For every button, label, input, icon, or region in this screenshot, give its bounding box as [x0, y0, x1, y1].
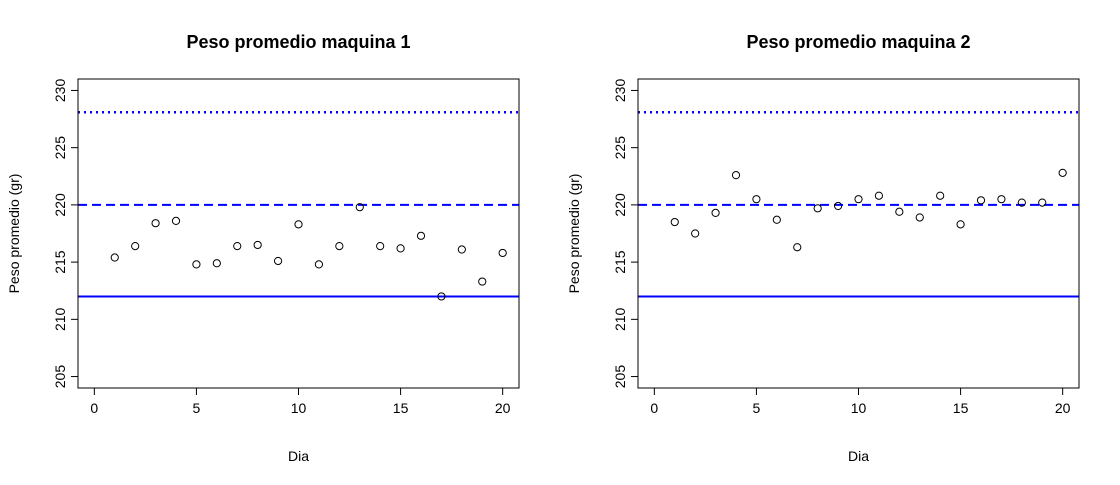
- data-point: [711, 208, 720, 217]
- plot-area-frame: [77, 78, 520, 389]
- data-point: [691, 229, 700, 238]
- data-point: [793, 243, 802, 252]
- x-tick-label: 15: [393, 400, 409, 416]
- data-point: [355, 203, 364, 212]
- data-point: [212, 259, 221, 268]
- data-point: [457, 245, 466, 254]
- y-tick-label: 220: [52, 193, 68, 217]
- chart-title: Peso promedio maquina 1: [186, 32, 410, 52]
- data-point: [335, 241, 344, 251]
- y-tick-label: 205: [612, 365, 628, 389]
- data-point: [813, 204, 822, 213]
- y-tick-label: 215: [52, 250, 68, 274]
- data-point: [670, 217, 679, 227]
- data-point: [874, 191, 884, 200]
- x-tick-label: 5: [193, 400, 201, 416]
- data-point: [376, 241, 385, 251]
- data-point: [396, 244, 405, 253]
- x-tick-label: 10: [291, 400, 307, 416]
- x-tick-label: 0: [90, 400, 98, 416]
- data-point: [936, 191, 945, 200]
- y-tick-label: 225: [52, 136, 68, 160]
- data-point: [192, 260, 201, 269]
- x-tick-label: 15: [953, 400, 969, 416]
- x-tick-label: 5: [753, 400, 761, 416]
- data-point: [854, 195, 863, 204]
- data-point: [131, 241, 140, 251]
- data-point: [110, 253, 119, 262]
- data-point: [1058, 168, 1067, 177]
- y-tick-label: 230: [612, 79, 628, 103]
- x-tick-label: 20: [495, 400, 511, 416]
- chart-title: Peso promedio maquina 2: [746, 32, 970, 52]
- x-tick-label: 0: [650, 400, 658, 416]
- chart-panel-2: Peso promedio maquina 2 0 5 10 15 20 205 210 215…: [566, 32, 1080, 464]
- y-tick-label: 225: [612, 136, 628, 160]
- data-point: [772, 215, 781, 224]
- data-point: [233, 241, 242, 251]
- data-point: [171, 216, 181, 226]
- y-axis-label: Peso promedio (gr): [566, 174, 582, 294]
- y-tick-label: 205: [52, 365, 68, 389]
- y-axis-label: Peso promedio (gr): [6, 174, 22, 294]
- data-point: [151, 219, 160, 228]
- data-point: [956, 220, 965, 229]
- chart-panel-1: Peso promedio maquina 1 0 5 10 15 20 205 210 215…: [6, 32, 520, 464]
- data-point: [416, 231, 426, 240]
- data-point: [752, 195, 761, 204]
- data-point: [498, 248, 507, 258]
- data-point: [997, 195, 1006, 204]
- data-point: [253, 240, 262, 250]
- data-point: [1017, 198, 1026, 207]
- y-tick-label: 210: [612, 307, 628, 331]
- data-point: [1038, 198, 1047, 207]
- y-tick-label: 230: [52, 79, 68, 103]
- data-point: [437, 292, 446, 301]
- data-point: [895, 207, 904, 216]
- y-tick-label: 220: [612, 193, 628, 217]
- data-point: [314, 260, 324, 269]
- x-tick-label: 20: [1055, 400, 1071, 416]
- data-point: [833, 201, 843, 211]
- data-point: [976, 196, 986, 205]
- plot-area-frame: [637, 78, 1080, 389]
- x-axis-label: Dia: [288, 448, 309, 464]
- data-point: [478, 277, 487, 286]
- data-point: [915, 213, 924, 222]
- y-tick-label: 215: [612, 250, 628, 274]
- x-tick-label: 10: [851, 400, 867, 416]
- y-tick-label: 210: [52, 307, 68, 331]
- x-axis-label: Dia: [848, 448, 869, 464]
- data-point: [294, 220, 303, 229]
- data-point: [273, 256, 283, 266]
- data-point: [731, 171, 741, 180]
